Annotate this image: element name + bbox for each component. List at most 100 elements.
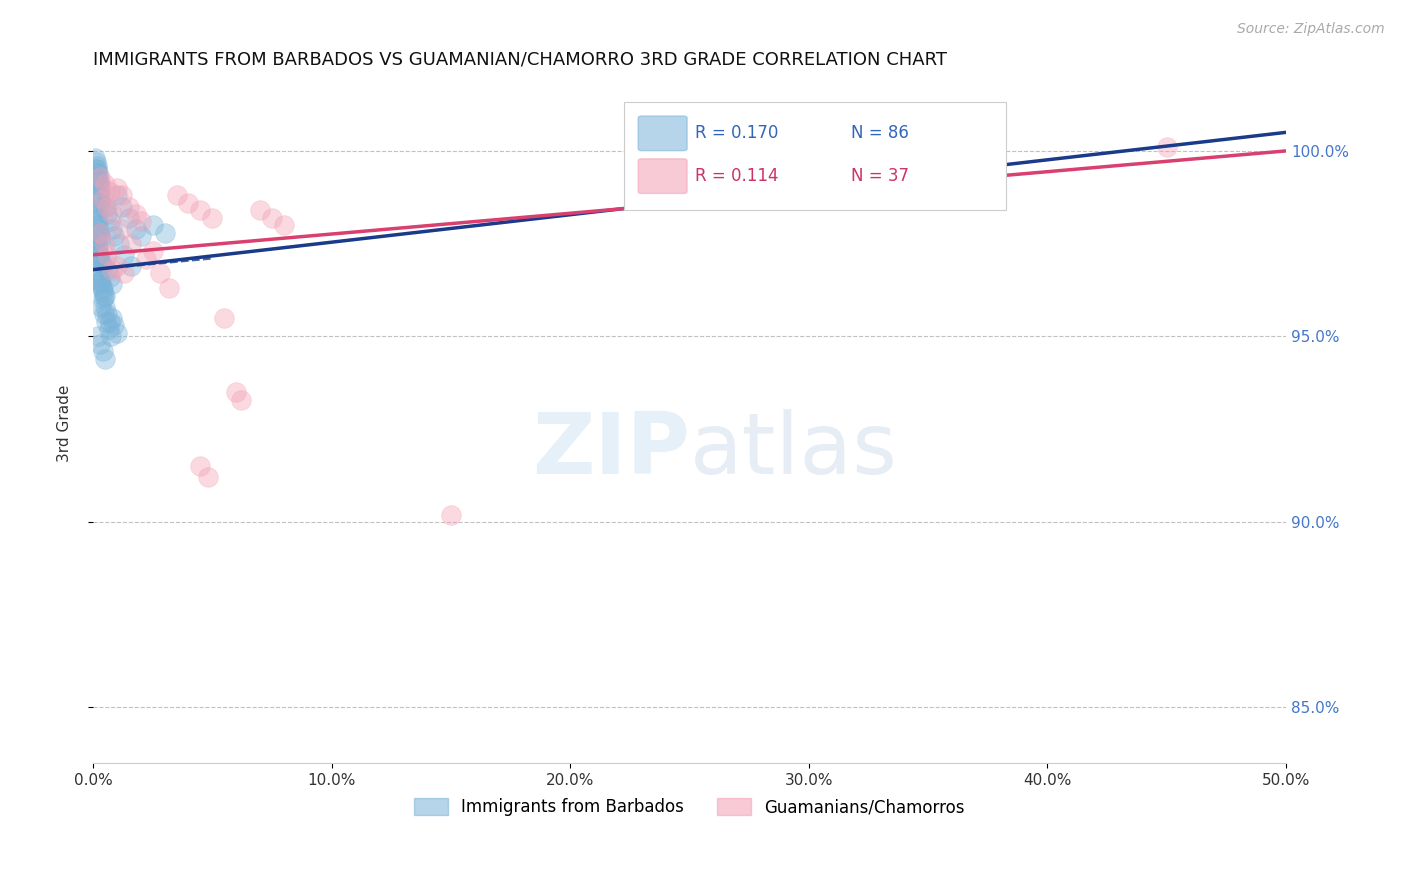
Point xyxy=(84,162,107,177)
Point xyxy=(98,185,121,199)
Point xyxy=(153,226,176,240)
Legend: Immigrants from Barbados, Guamanians/Chamorros: Immigrants from Barbados, Guamanians/Cha… xyxy=(408,791,972,822)
Y-axis label: 3rd Grade: 3rd Grade xyxy=(58,385,72,462)
Point xyxy=(118,200,141,214)
Text: N = 37: N = 37 xyxy=(851,167,908,185)
Point xyxy=(225,385,247,400)
Point xyxy=(87,248,110,262)
Point xyxy=(129,229,152,244)
Point xyxy=(260,211,283,225)
Point xyxy=(94,178,117,192)
Point xyxy=(89,178,111,192)
Point xyxy=(94,351,117,366)
Point xyxy=(112,248,135,262)
Point xyxy=(212,310,235,325)
Point xyxy=(96,207,118,221)
Point xyxy=(89,336,111,351)
Point xyxy=(91,344,114,359)
Point xyxy=(125,222,148,236)
Point xyxy=(84,207,107,221)
Point xyxy=(84,155,107,169)
Point xyxy=(96,262,118,277)
Point xyxy=(91,192,114,206)
Point xyxy=(108,236,131,251)
Point xyxy=(93,288,115,302)
Point xyxy=(91,285,114,299)
Point xyxy=(440,508,463,522)
Point xyxy=(89,226,111,240)
Text: N = 86: N = 86 xyxy=(851,124,908,142)
Point xyxy=(86,214,108,228)
Point xyxy=(94,288,117,302)
Point xyxy=(86,233,108,247)
Point xyxy=(201,211,224,225)
Point xyxy=(177,195,200,210)
Point xyxy=(105,259,128,273)
Point xyxy=(101,262,124,277)
FancyBboxPatch shape xyxy=(624,103,1005,210)
Point xyxy=(86,162,108,177)
Point xyxy=(96,200,118,214)
Point xyxy=(89,195,111,210)
Point xyxy=(105,181,128,195)
Point xyxy=(101,277,124,292)
Point xyxy=(94,255,117,269)
Point xyxy=(87,188,110,202)
Text: IMMIGRANTS FROM BARBADOS VS GUAMANIAN/CHAMORRO 3RD GRADE CORRELATION CHART: IMMIGRANTS FROM BARBADOS VS GUAMANIAN/CH… xyxy=(93,51,948,69)
Point xyxy=(89,169,111,184)
Point xyxy=(96,307,118,321)
Point xyxy=(100,329,122,343)
Point xyxy=(86,159,108,173)
Point xyxy=(87,178,110,192)
Point xyxy=(157,281,180,295)
Point xyxy=(105,188,128,202)
Point xyxy=(101,222,124,236)
Point xyxy=(84,203,107,218)
Point xyxy=(129,214,152,228)
Text: R = 0.114: R = 0.114 xyxy=(696,167,779,185)
Point xyxy=(98,270,121,285)
Point xyxy=(103,229,125,244)
Text: R = 0.170: R = 0.170 xyxy=(696,124,779,142)
Point xyxy=(111,222,134,236)
Point xyxy=(94,300,117,314)
Point xyxy=(125,207,148,221)
Point xyxy=(120,236,142,251)
Point xyxy=(120,259,142,273)
Point xyxy=(86,166,108,180)
Point xyxy=(118,211,141,225)
Point xyxy=(84,262,107,277)
Point xyxy=(98,315,121,329)
Point xyxy=(166,188,188,202)
Point xyxy=(91,281,114,295)
Point xyxy=(89,274,111,288)
Point xyxy=(149,266,172,280)
Point xyxy=(89,229,111,244)
Point xyxy=(87,329,110,343)
Point xyxy=(87,185,110,199)
Point xyxy=(134,252,156,266)
Point xyxy=(87,169,110,184)
Point xyxy=(87,226,110,240)
Point xyxy=(89,233,111,247)
Point xyxy=(84,226,107,240)
Point xyxy=(142,244,165,258)
Point xyxy=(84,169,107,184)
Point xyxy=(90,300,112,314)
Point xyxy=(1156,140,1178,154)
Point xyxy=(111,188,134,202)
Point xyxy=(89,274,111,288)
Point xyxy=(89,255,111,269)
Point xyxy=(94,315,117,329)
Point xyxy=(86,240,108,254)
Point xyxy=(86,266,108,280)
FancyBboxPatch shape xyxy=(638,159,688,194)
Text: ZIP: ZIP xyxy=(531,409,689,492)
Point xyxy=(89,192,111,206)
Point xyxy=(96,248,118,262)
Point xyxy=(87,166,110,180)
Point xyxy=(112,266,135,280)
Point xyxy=(101,207,124,221)
Point xyxy=(87,173,110,187)
Point xyxy=(87,218,110,232)
